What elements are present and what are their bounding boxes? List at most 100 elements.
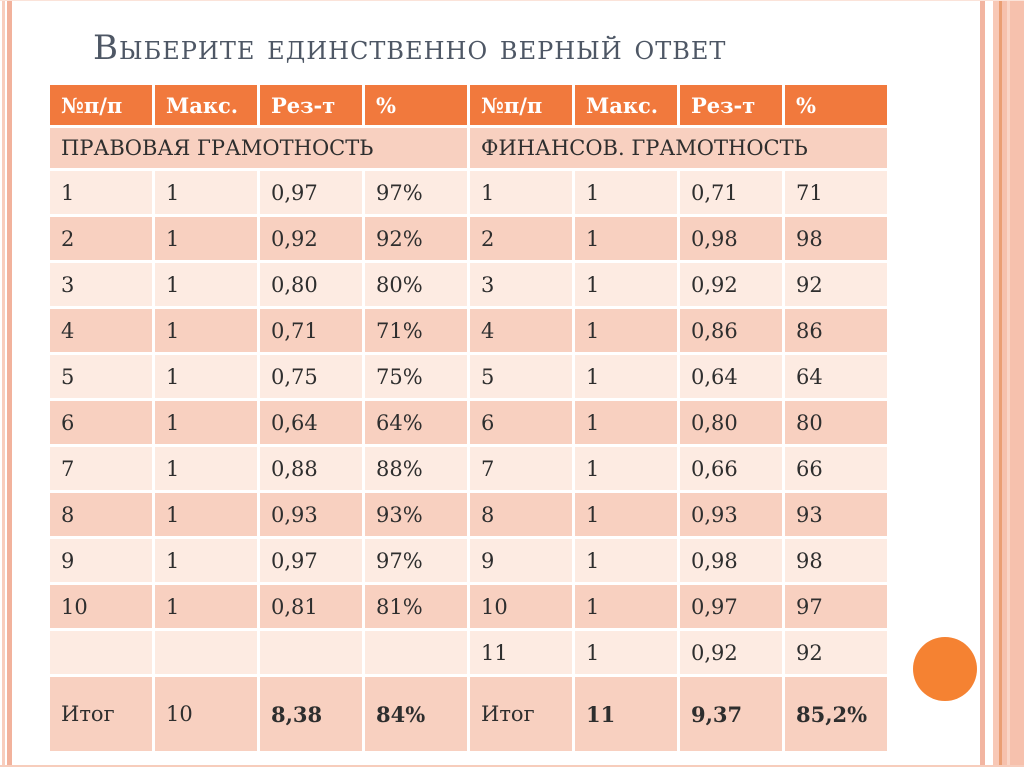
cell-0: 9 — [50, 539, 152, 582]
cell-1: 1 — [155, 585, 257, 628]
cell-7: 97 — [785, 585, 887, 628]
cell-1: 1 — [155, 171, 257, 214]
column-header-5: Макс. — [575, 85, 677, 125]
cell-6: 0,66 — [680, 447, 782, 490]
header-row: №п/п Макс. Рез-т% №п/п Макс. Рез-т% — [50, 85, 887, 125]
cell-6: 0,97 — [680, 585, 782, 628]
cell-5: 1 — [575, 355, 677, 398]
cell-4: 4 — [470, 309, 572, 352]
cell-6: 0,71 — [680, 171, 782, 214]
cell-2 — [260, 631, 362, 674]
top-edge-line — [0, 0, 1024, 1]
cell-3: 97% — [365, 171, 467, 214]
cell-2: 0,81 — [260, 585, 362, 628]
cell-4: 7 — [470, 447, 572, 490]
cell-5: 1 — [575, 447, 677, 490]
column-header-0: №п/п — [50, 85, 152, 125]
cell-1: 1 — [155, 355, 257, 398]
cell-5: 1 — [575, 493, 677, 536]
right-edge-stripe-3 — [999, 0, 1002, 767]
cell-7: 93 — [785, 493, 887, 536]
column-header-2: Рез-т — [260, 85, 362, 125]
table-row-11: 11 1 0,92 92 — [50, 631, 887, 674]
cell-7: 92 — [785, 631, 887, 674]
total-row: Итог 10 8,38 84% Итог 11 9,37 85,2% — [50, 677, 887, 751]
total-cell-4: Итог — [470, 677, 572, 751]
accent-circle — [913, 637, 977, 701]
cell-1: 1 — [155, 493, 257, 536]
cell-0: 6 — [50, 401, 152, 444]
cell-6: 0,92 — [680, 631, 782, 674]
column-header-7: % — [785, 85, 887, 125]
cell-0: 2 — [50, 217, 152, 260]
left-edge-stripe-thin — [2, 0, 5, 767]
cell-3: 80% — [365, 263, 467, 306]
right-edge-stripe-1 — [980, 0, 985, 767]
right-edge-stripe-2 — [993, 0, 999, 767]
cell-2: 0,93 — [260, 493, 362, 536]
section-header-0: ПРАВОВАЯ ГРАМОТНОСТЬ — [50, 128, 467, 168]
cell-3: 75% — [365, 355, 467, 398]
table-row-8: 8 1 0,93 93% 8 1 0,93 93 — [50, 493, 887, 536]
cell-4: 1 — [470, 171, 572, 214]
table-row-1: 1 1 0,97 97% 1 1 0,71 71 — [50, 171, 887, 214]
cell-2: 0,80 — [260, 263, 362, 306]
cell-1: 1 — [155, 539, 257, 582]
cell-6: 0,64 — [680, 355, 782, 398]
total-cell-7: 85,2% — [785, 677, 887, 751]
cell-0: 8 — [50, 493, 152, 536]
bottom-edge-line — [0, 765, 1024, 767]
cell-3 — [365, 631, 467, 674]
section-row: ПРАВОВАЯ ГРАМОТНОСТЬ ФИНАНСОВ. ГРАМОТНОСТ… — [50, 128, 887, 168]
cell-7: 98 — [785, 539, 887, 582]
cell-4: 6 — [470, 401, 572, 444]
cell-6: 0,98 — [680, 539, 782, 582]
table-row-5: 5 1 0,75 75% 5 1 0,64 64 — [50, 355, 887, 398]
total-cell-6: 9,37 — [680, 677, 782, 751]
cell-5: 1 — [575, 539, 677, 582]
cell-2: 0,97 — [260, 539, 362, 582]
cell-6: 0,80 — [680, 401, 782, 444]
cell-2: 0,71 — [260, 309, 362, 352]
column-header-1: Макс. — [155, 85, 257, 125]
table-row-6: 6 1 0,64 64% 6 1 0,80 80 — [50, 401, 887, 444]
cell-3: 88% — [365, 447, 467, 490]
cell-1: 1 — [155, 447, 257, 490]
cell-7: 64 — [785, 355, 887, 398]
cell-6: 0,93 — [680, 493, 782, 536]
cell-0: 7 — [50, 447, 152, 490]
table-row-3: 3 1 0,80 80% 3 1 0,92 92 — [50, 263, 887, 306]
cell-1: 1 — [155, 263, 257, 306]
column-header-6: Рез-т — [680, 85, 782, 125]
results-table: №п/п Макс. Рез-т% №п/п Макс. Рез-т% ПРАВОВАЯ … — [47, 82, 890, 754]
cell-0 — [50, 631, 152, 674]
cell-1: 1 — [155, 309, 257, 352]
total-cell-3: 84% — [365, 677, 467, 751]
right-edge-stripe-5 — [1007, 0, 1010, 767]
cell-3: 97% — [365, 539, 467, 582]
cell-4: 8 — [470, 493, 572, 536]
cell-5: 1 — [575, 171, 677, 214]
left-edge-stripe-wide — [7, 0, 12, 767]
cell-5: 1 — [575, 585, 677, 628]
cell-4: 9 — [470, 539, 572, 582]
total-cell-2: 8,38 — [260, 677, 362, 751]
cell-6: 0,86 — [680, 309, 782, 352]
cell-7: 86 — [785, 309, 887, 352]
cell-0: 5 — [50, 355, 152, 398]
cell-3: 93% — [365, 493, 467, 536]
cell-5: 1 — [575, 631, 677, 674]
cell-0: 1 — [50, 171, 152, 214]
table-row-9: 9 1 0,97 97% 9 1 0,98 98 — [50, 539, 887, 582]
section-header-1: ФИНАНСОВ. ГРАМОТНОСТЬ — [470, 128, 887, 168]
cell-3: 81% — [365, 585, 467, 628]
cell-2: 0,64 — [260, 401, 362, 444]
cell-7: 92 — [785, 263, 887, 306]
cell-1: 1 — [155, 401, 257, 444]
total-cell-1: 10 — [155, 677, 257, 751]
table-row-4: 4 1 0,71 71% 4 1 0,86 86 — [50, 309, 887, 352]
cell-7: 66 — [785, 447, 887, 490]
table-row-2: 2 1 0,92 92% 2 1 0,98 98 — [50, 217, 887, 260]
cell-7: 71 — [785, 171, 887, 214]
column-header-3: % — [365, 85, 467, 125]
